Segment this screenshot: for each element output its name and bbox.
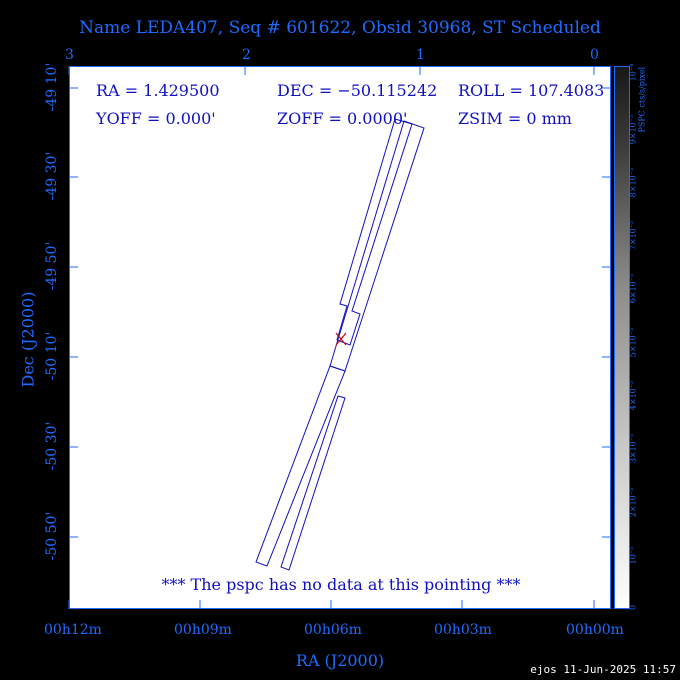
ra-readout: RA = 1.429500 [96,81,220,100]
x-tick-label: 00h00m [566,622,624,638]
top-tick-label: 3 [65,47,74,63]
top-tick-label: 2 [242,47,251,63]
x-axis-label: RA (J2000) [295,651,385,670]
x-tick-label: 00h06m [304,622,362,638]
x-tick-label: 00h09m [174,622,232,638]
target-marker [335,332,347,346]
top-tick-label: 1 [416,47,425,63]
roll-readout: ROLL = 107.4083 [458,81,605,100]
top-tick-label: 0 [590,47,599,63]
dec-readout: DEC = −50.115242 [277,81,438,100]
yoff-readout: YOFF = 0.000' [96,109,216,128]
axis-ticks [68,66,611,609]
zsim-readout: ZSIM = 0 mm [458,109,572,128]
aperture-upper-inner [336,118,413,346]
x-tick-label: 00h12m [44,622,102,638]
zoff-readout: ZOFF = 0.0000' [277,109,408,128]
timestamp-stamp: ejos 11-Jun-2025 11:57 [530,663,676,676]
aperture-lower-inner [280,395,346,571]
aperture-upper-outer [329,120,425,372]
aperture-lower-outer [255,365,346,567]
no-data-note: *** The pspc has no data at this pointin… [161,575,521,594]
chart-title: Name LEDA407, Seq # 601622, Obsid 30968,… [79,18,601,38]
aperture-outline [255,118,425,571]
colorbar [614,66,630,609]
x-tick-label: 00h03m [434,622,492,638]
